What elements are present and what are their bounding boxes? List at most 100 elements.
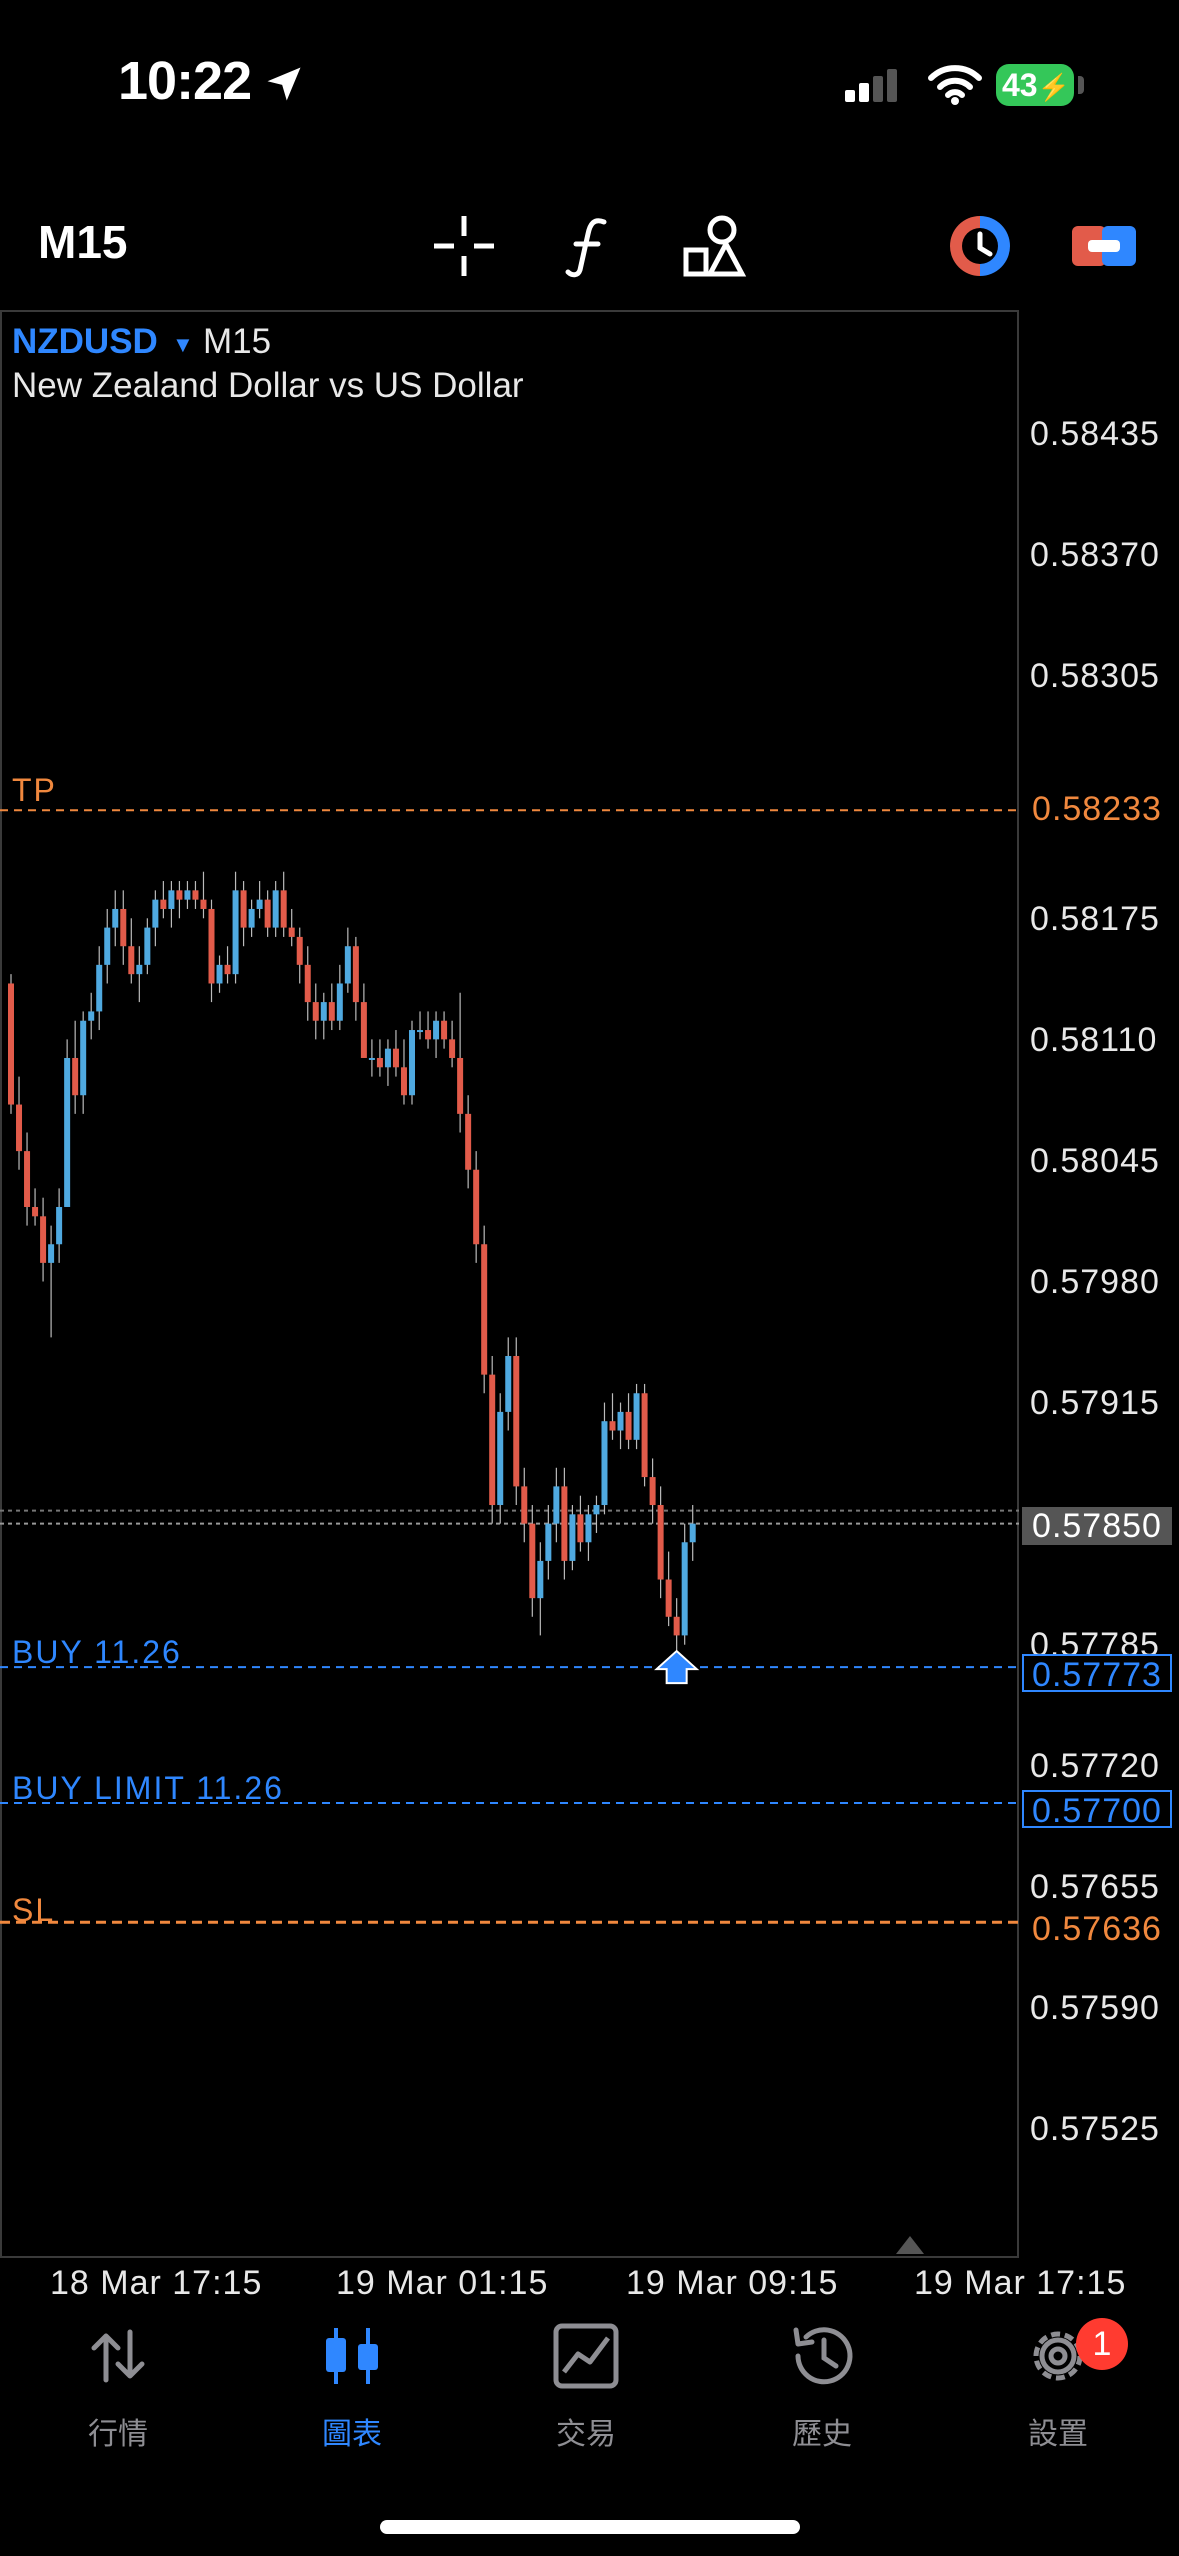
candle-body <box>280 890 287 928</box>
trade-panel-icon[interactable] <box>1068 210 1140 282</box>
price-scale-label: 0.57915 <box>1030 1384 1160 1422</box>
candle-body <box>128 946 135 975</box>
time-axis-label: 19 Mar 17:15 <box>914 2264 1127 2302</box>
candle-body <box>360 1002 367 1058</box>
charging-bolt-icon: ⚡ <box>1037 72 1070 102</box>
candle-body <box>32 1206 39 1217</box>
candle-body <box>216 964 223 984</box>
time-axis-label: 19 Mar 09:15 <box>626 2264 839 2302</box>
cellular-signal-icon <box>845 69 897 102</box>
candle-body <box>288 927 295 937</box>
symbol-dropdown-icon[interactable]: ▼ <box>172 332 194 357</box>
candle-body <box>376 1057 383 1068</box>
candle-body <box>625 1411 632 1440</box>
candle-body <box>40 1216 47 1263</box>
time-axis-label: 18 Mar 17:15 <box>50 2264 263 2302</box>
candle-body <box>513 1356 520 1487</box>
tp-line-label[interactable]: TP <box>12 772 57 808</box>
buy-position-label[interactable]: BUY 11.26 <box>12 1634 182 1670</box>
home-indicator[interactable] <box>380 2520 800 2534</box>
candle-body <box>296 936 303 965</box>
candle-body <box>192 890 199 900</box>
candle-body <box>312 1002 319 1021</box>
tab-trade[interactable]: 交易 <box>496 2320 676 2453</box>
symbol-name[interactable]: NZDUSD <box>12 322 158 361</box>
bid-price-tag: 0.57850 <box>1022 1507 1172 1545</box>
candle-body <box>617 1411 624 1431</box>
candle-body <box>224 964 231 975</box>
price-scale-label: 0.57525 <box>1030 2110 1160 2148</box>
indicator-f-icon[interactable] <box>552 210 624 282</box>
battery-level: 43 <box>1002 67 1038 103</box>
tab-history[interactable]: 歷史 <box>732 2320 912 2453</box>
candle-body <box>136 964 143 975</box>
candle-body <box>609 1421 616 1431</box>
candle-body <box>120 908 127 947</box>
candle-body <box>112 908 119 928</box>
candle-body <box>473 1169 480 1245</box>
battery-indicator: 43⚡ <box>996 64 1074 106</box>
candle-body <box>152 899 159 928</box>
settings-badge: 1 <box>1076 2318 1128 2370</box>
candle-body <box>232 890 239 975</box>
candle-body <box>352 946 359 1003</box>
objects-icon[interactable] <box>678 210 750 282</box>
one-click-trading-icon[interactable] <box>944 210 1016 282</box>
candle-body <box>200 899 207 909</box>
candle-body <box>649 1477 656 1506</box>
wifi-icon <box>928 65 982 105</box>
symbol-description: New Zealand Dollar vs US Dollar <box>12 366 524 405</box>
candle-body <box>368 1057 375 1060</box>
candle-body <box>569 1514 576 1561</box>
candle-body <box>489 1374 496 1506</box>
candle-body <box>56 1206 63 1245</box>
candle-body <box>384 1048 391 1068</box>
candle-body <box>657 1505 664 1580</box>
candle-body <box>96 964 103 1012</box>
tab-settings[interactable]: 設置 <box>968 2320 1148 2453</box>
sl-line-label[interactable]: SL <box>12 1892 56 1928</box>
candle-body <box>400 1067 407 1096</box>
candle-body <box>104 927 111 965</box>
price-scale-label: 0.58305 <box>1030 657 1160 695</box>
candle-body <box>529 1523 536 1599</box>
candle-body <box>433 1020 440 1040</box>
chart-area[interactable] <box>0 310 1019 2258</box>
price-scale-label: 0.57655 <box>1030 1868 1160 1906</box>
candle-body <box>48 1244 55 1263</box>
tab-label: 圖表 <box>322 2418 382 2451</box>
candle-body <box>80 1020 87 1096</box>
price-scale-label: 0.57720 <box>1030 1747 1160 1785</box>
candle-body <box>633 1393 640 1440</box>
trade-chart-icon <box>553 2323 619 2389</box>
candle-body <box>409 1030 415 1096</box>
candle-body <box>537 1560 544 1599</box>
time-axis-label: 19 Mar 01:15 <box>336 2264 549 2302</box>
price-scale-label: 0.58435 <box>1030 415 1160 453</box>
tab-label: 行情 <box>88 2418 148 2451</box>
buy-arrow-icon <box>654 1649 700 1685</box>
buy-price-tag: 0.57773 <box>1022 1654 1172 1694</box>
candle-body <box>457 1057 464 1114</box>
candle-body <box>673 1616 680 1636</box>
candle-body <box>304 964 311 1003</box>
location-arrow-icon <box>267 67 301 101</box>
symbol-timeframe: M15 <box>203 322 272 361</box>
timeframe-button[interactable]: M15 <box>38 216 128 268</box>
crosshair-icon[interactable] <box>428 210 500 282</box>
tab-label: 歷史 <box>792 2418 852 2451</box>
tab-chart[interactable]: 圖表 <box>262 2320 442 2453</box>
buy-limit-label[interactable]: BUY LIMIT 11.26 <box>12 1770 284 1806</box>
candle-body <box>689 1523 696 1543</box>
candle-body <box>449 1039 456 1058</box>
candle-body <box>585 1514 592 1543</box>
candle-body <box>465 1113 472 1170</box>
tab-label: 交易 <box>556 2418 616 2451</box>
candle-body <box>176 890 183 900</box>
tab-quotes[interactable]: 行情 <box>28 2320 208 2453</box>
candlestick-chart[interactable] <box>0 0 1179 2300</box>
candle-body <box>264 899 271 928</box>
candle-body <box>208 908 215 984</box>
candle-body <box>240 890 247 928</box>
battery-cap <box>1078 76 1084 94</box>
